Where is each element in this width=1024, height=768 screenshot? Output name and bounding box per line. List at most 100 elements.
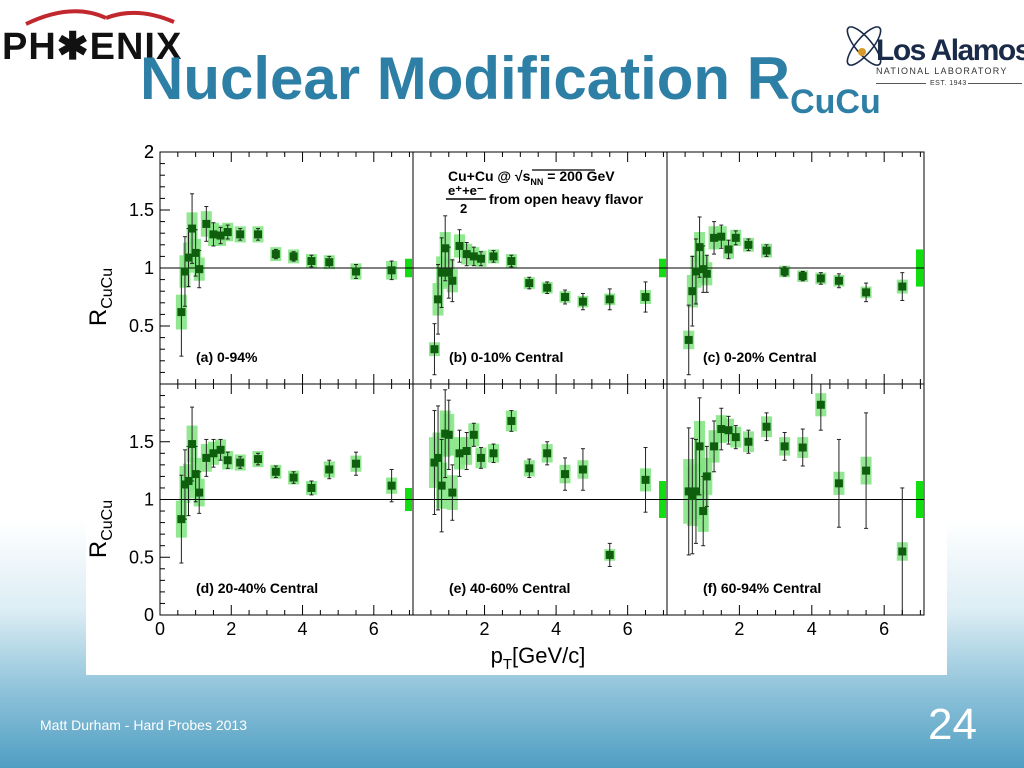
legend: Cu+Cu @ √sNN = 200 GeV e⁺+e⁻ 2 from open… xyxy=(446,168,644,216)
data-point xyxy=(710,442,719,451)
lanl-name: Los Alamos xyxy=(876,34,1024,67)
data-point xyxy=(695,243,704,252)
data-point xyxy=(216,231,225,240)
data-point xyxy=(191,248,200,257)
panel-label: (a) 0-94% xyxy=(196,349,258,365)
data-point xyxy=(177,515,186,524)
phenix-logo: PH✱ENIX xyxy=(2,6,192,76)
data-point xyxy=(271,250,280,259)
data-point xyxy=(223,228,232,237)
data-point xyxy=(525,279,534,288)
data-point xyxy=(688,287,697,296)
data-point xyxy=(476,453,485,462)
data-point xyxy=(188,224,197,233)
data-point xyxy=(177,308,186,317)
panel-labels: (a) 0-94% (b) 0-10% Central (c) 0-20% Cent… xyxy=(196,349,821,596)
phenix-arc-right xyxy=(105,10,175,24)
data-point xyxy=(507,416,516,425)
y-tick-label: 2 xyxy=(144,142,154,162)
title-subscript: CuCu xyxy=(790,83,881,121)
y-tick-label: 2 xyxy=(144,142,154,162)
data-point xyxy=(455,449,464,458)
data-point xyxy=(325,258,334,267)
data-point xyxy=(289,252,298,261)
data-point xyxy=(780,267,789,276)
data-point xyxy=(691,487,700,496)
data-point xyxy=(434,453,443,462)
data-point xyxy=(253,455,262,464)
data-point xyxy=(605,550,614,559)
tick-labels: 0.5 1 1.5 2 0 0.5 1 1.5 2 0 2 4 6 2 4 6 2 4 6 xyxy=(129,142,889,639)
data-point xyxy=(816,274,825,283)
data-point xyxy=(188,440,197,449)
x-tick-label: 6 xyxy=(623,619,633,639)
data-point xyxy=(209,230,218,239)
panel-label: (e) 40-60% Central xyxy=(449,580,570,596)
data-point xyxy=(195,265,204,274)
slide-title: Nuclear Modification RCuCu xyxy=(140,44,881,122)
data-point xyxy=(731,233,740,242)
x-tick-label: 2 xyxy=(226,619,236,639)
data-point xyxy=(898,282,907,291)
data-point xyxy=(561,293,570,301)
data-point xyxy=(462,250,471,259)
x-tick-label: 2 xyxy=(480,619,490,639)
data-point xyxy=(184,253,193,262)
panel-frames xyxy=(159,151,925,616)
data-point xyxy=(437,481,446,490)
data-point xyxy=(834,479,843,488)
legend-source: from open heavy flavor xyxy=(489,191,644,207)
data-point xyxy=(351,267,360,276)
data-point xyxy=(448,488,457,497)
panel-label: (d) 20-40% Central xyxy=(196,580,318,596)
data-point xyxy=(605,295,614,304)
data-point xyxy=(184,477,193,486)
chart-figure: 0.5 1 1.5 2 0 0.5 1 1.5 2 0 2 4 6 2 4 6 2 4 6 (a) 0-94% (b)… xyxy=(85,137,947,675)
data-point xyxy=(444,430,453,439)
panel-frame xyxy=(666,383,925,616)
data-point xyxy=(543,449,552,458)
data-point xyxy=(469,252,478,261)
x-tick-label: 2 xyxy=(734,619,744,639)
y-tick-label: 0.5 xyxy=(129,316,154,336)
y-tick-label: 0.5 xyxy=(129,547,154,567)
legend-numerator: e⁺+e⁻ xyxy=(448,183,484,198)
data-point xyxy=(695,442,704,451)
data-point xyxy=(834,276,843,285)
data-point xyxy=(271,467,280,476)
data-point xyxy=(691,267,700,276)
sys-bands xyxy=(175,211,908,561)
data-point xyxy=(307,257,316,266)
panel-label: (c) 0-20% Central xyxy=(703,349,817,365)
data-point xyxy=(180,267,189,276)
lanl-divider-left xyxy=(876,83,926,84)
x-tick-label: 4 xyxy=(551,619,561,639)
data-point xyxy=(430,458,439,467)
data-point xyxy=(724,245,733,254)
y-tick-label: 1 xyxy=(144,258,154,278)
axis-ticks xyxy=(159,151,921,616)
data-point xyxy=(387,481,396,490)
data-point xyxy=(862,466,871,475)
data-point xyxy=(387,266,396,275)
data-point xyxy=(444,268,453,277)
data-point xyxy=(223,456,232,465)
data-point xyxy=(731,433,740,442)
data-point xyxy=(578,465,587,474)
data-point xyxy=(699,265,708,274)
panel-label: (b) 0-10% Central xyxy=(449,349,563,365)
lanl-logo: Los Alamos NATIONAL LABORATORY EST. 1943 xyxy=(840,4,1024,94)
y-tick-label: 1.5 xyxy=(129,432,154,452)
data-point xyxy=(684,487,693,496)
data-point xyxy=(780,442,789,451)
data-point xyxy=(430,345,439,354)
data-point xyxy=(202,453,211,462)
x-tick-label: 6 xyxy=(369,619,379,639)
data-point xyxy=(578,297,587,306)
data-point xyxy=(525,464,534,473)
lanl-subtitle: NATIONAL LABORATORY xyxy=(876,66,1008,76)
data-point xyxy=(236,458,245,467)
data-point xyxy=(710,233,719,242)
data-point xyxy=(507,257,516,266)
data-point xyxy=(798,443,807,452)
